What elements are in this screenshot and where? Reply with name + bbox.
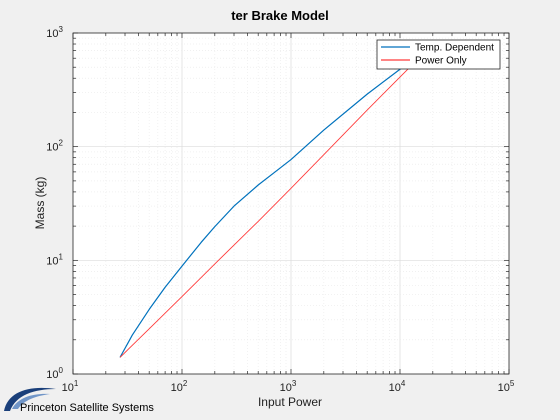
logo-text: Princeton Satellite Systems	[20, 402, 154, 414]
x-tick-label: 104	[389, 379, 406, 394]
x-tick-label: 102	[171, 379, 188, 394]
x-tick-label: 101	[62, 379, 79, 394]
y-tick-label: 101	[46, 252, 63, 267]
series-line-power-only	[119, 43, 434, 358]
x-tick-label: 103	[280, 379, 297, 394]
plot-border	[72, 32, 510, 375]
y-tick-label: 103	[46, 25, 63, 40]
x-tick-label: 105	[498, 379, 515, 394]
y-tick-label: 100	[46, 366, 63, 381]
chart-title: ter Brake Model	[231, 8, 329, 23]
series-lines	[119, 43, 434, 358]
legend: Temp. Dependent Power Only	[376, 39, 501, 70]
y-tick-label: 102	[46, 139, 63, 154]
logo-swoosh-inner	[12, 393, 50, 409]
legend-label-power-only: Power Only	[415, 56, 467, 67]
logo-swoosh	[4, 387, 56, 411]
legend-label-temp-dependent: Temp. Dependent	[415, 43, 494, 54]
series-line-temp-dependent	[119, 44, 434, 358]
legend-box	[376, 39, 501, 70]
company-logo: Princeton Satellite Systems	[4, 387, 154, 414]
x-axis-label: Input Power	[258, 395, 322, 409]
y-axis-label: Mass (kg)	[33, 177, 47, 230]
